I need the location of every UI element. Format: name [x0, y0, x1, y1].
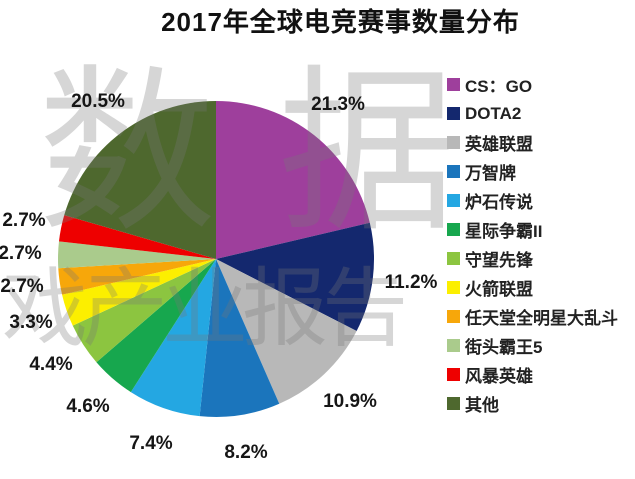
- legend-item: 风暴英雄: [447, 360, 618, 389]
- legend-item: 任天堂全明星大乱斗: [447, 302, 618, 331]
- legend-label: 星际争霸II: [465, 222, 543, 241]
- pie-slice: [72, 259, 216, 363]
- legend-item: 火箭联盟: [447, 273, 618, 302]
- legend-swatch: [447, 368, 460, 381]
- pie-percent-label: 20.5%: [71, 91, 125, 112]
- legend-swatch: [447, 397, 460, 410]
- pie-slice: [58, 241, 216, 269]
- pie-slice: [58, 215, 217, 259]
- legend-label: DOTA2: [465, 103, 522, 123]
- legend-label: 风暴英雄: [465, 367, 533, 386]
- legend-item: 英雄联盟: [447, 128, 618, 157]
- pie-slice: [62, 259, 217, 326]
- legend-swatch: [447, 252, 460, 265]
- legend-swatch: [447, 339, 460, 352]
- chart-title: 2017年全球电竞赛事数量分布: [161, 7, 520, 37]
- legend-swatch: [447, 223, 460, 236]
- legend-item: 万智牌: [447, 157, 618, 186]
- legend-item: 星际争霸II: [447, 215, 618, 244]
- pie-slice: [64, 101, 216, 259]
- pie-slice: [96, 259, 216, 393]
- legend-label: 万智牌: [465, 164, 516, 183]
- pie-percent-label: 7.4%: [129, 433, 173, 454]
- legend-item: 街头霸王5: [447, 331, 618, 360]
- legend-label: CS：GO: [465, 77, 533, 96]
- pie-percent-label: 11.2%: [384, 272, 438, 293]
- legend-swatch: [447, 281, 460, 294]
- legend-item: DOTA2: [447, 99, 618, 128]
- pie-slice: [58, 259, 216, 295]
- legend-item: 炉石传说: [447, 186, 618, 215]
- chart-legend: CS：GO DOTA2 英雄联盟万智牌炉石传说星际争霸II 守望先锋火箭联盟任天堂全明…: [447, 70, 618, 418]
- pie-percent-label: 10.9%: [323, 391, 377, 412]
- pie-slice: [216, 259, 357, 404]
- pie-percent-label: 4.4%: [29, 354, 73, 375]
- pie-percent-label: 2.7%: [0, 276, 44, 297]
- legend-item: 其他: [447, 389, 618, 418]
- legend-swatch: [447, 310, 460, 323]
- legend-label: 街头霸王5: [465, 338, 543, 357]
- legend-label: 英雄联盟: [465, 135, 533, 154]
- legend-item: 守望先锋: [447, 244, 618, 273]
- pie-slice: [216, 101, 370, 259]
- pie-percent-label: 2.7%: [2, 210, 46, 231]
- legend-swatch: [447, 107, 460, 120]
- pie-percent-label: 2.7%: [0, 243, 42, 264]
- pie-percent-label: 8.2%: [224, 442, 268, 463]
- pie-percent-label: 3.3%: [9, 312, 53, 333]
- legend-label: 任天堂全明星大乱斗: [465, 309, 618, 328]
- legend-item: CS：GO: [447, 70, 618, 99]
- legend-label: 火箭联盟: [465, 280, 533, 299]
- legend-label: 炉石传说: [465, 193, 533, 212]
- pie-slice: [216, 222, 375, 332]
- legend-swatch: [447, 136, 460, 149]
- legend-label: 其他: [465, 396, 499, 415]
- pie-slice: [130, 259, 216, 417]
- legend-swatch: [447, 165, 460, 178]
- pie-percent-label: 21.3%: [311, 94, 365, 115]
- pie-percent-label: 4.6%: [66, 396, 110, 417]
- legend-swatch: [447, 78, 460, 91]
- legend-swatch: [447, 194, 460, 207]
- pie-slice: [199, 259, 280, 417]
- legend-label: 守望先锋: [465, 251, 533, 270]
